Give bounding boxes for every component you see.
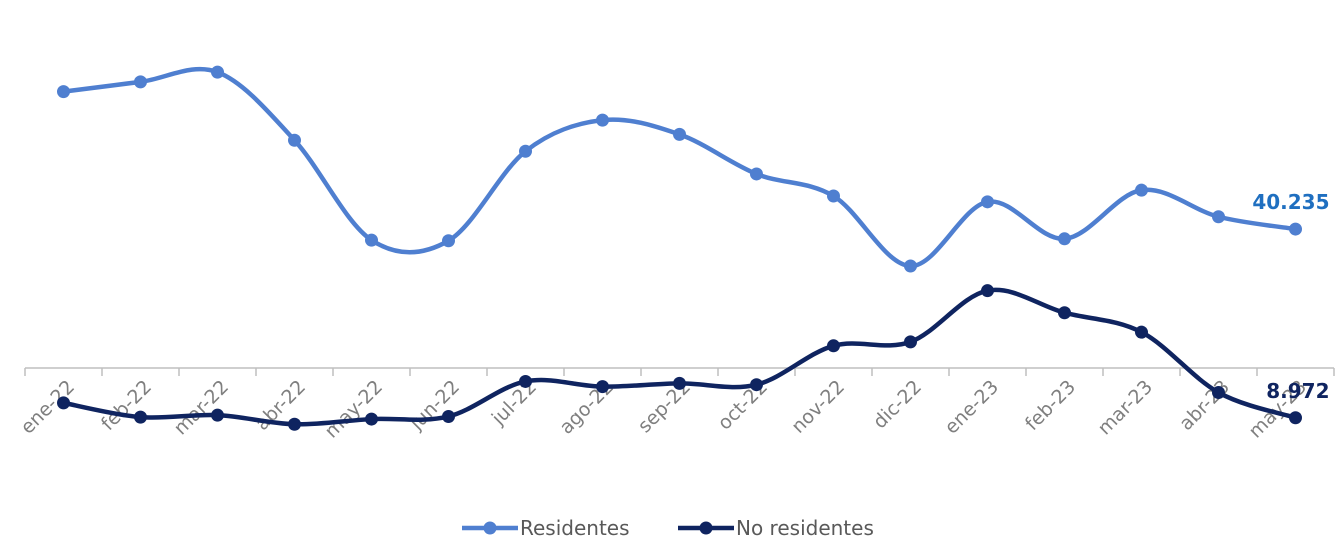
x-tick-label: ene-22	[16, 376, 79, 439]
x-tick-label: may-22	[320, 376, 387, 443]
data-point-no-residentes	[673, 376, 686, 390]
data-point-residentes	[981, 195, 994, 209]
legend-swatch-marker	[483, 521, 497, 535]
legend-item-no-residentes: No residentes	[678, 516, 874, 540]
data-point-no-residentes	[1058, 306, 1071, 320]
data-point-no-residentes	[1135, 325, 1148, 339]
x-tick-label: dic-22	[869, 376, 926, 433]
x-tick-label: ene-23	[940, 376, 1003, 439]
series-line-no-residentes	[61, 287, 1298, 427]
data-point-no-residentes	[57, 396, 70, 410]
data-point-no-residentes	[981, 284, 994, 298]
data-point-no-residentes	[134, 410, 147, 424]
data-point-residentes	[442, 234, 455, 248]
legend-label: Residentes	[520, 516, 630, 540]
data-point-residentes	[1135, 183, 1148, 197]
end-value-label-residentes: 40.235	[1252, 190, 1329, 214]
data-point-residentes	[288, 133, 301, 147]
data-point-residentes	[519, 144, 532, 158]
x-tick-label: feb-23	[1021, 376, 1080, 435]
data-point-residentes	[596, 113, 609, 127]
x-tick-label: nov-22	[787, 376, 849, 438]
data-point-no-residentes	[211, 408, 224, 422]
legend-swatch-marker	[699, 521, 713, 535]
data-point-residentes	[365, 233, 378, 247]
x-tick-label: feb-22	[97, 376, 156, 435]
data-point-residentes	[904, 259, 917, 273]
data-point-no-residentes	[288, 417, 301, 431]
data-point-residentes	[57, 85, 70, 99]
x-tick-label: mar-23	[1094, 376, 1157, 439]
data-point-no-residentes	[750, 378, 763, 392]
data-point-no-residentes	[1212, 385, 1225, 399]
data-point-no-residentes	[1289, 411, 1302, 425]
data-point-residentes	[1212, 210, 1225, 224]
data-point-no-residentes	[827, 339, 840, 353]
data-point-no-residentes	[365, 412, 378, 426]
series-line-residentes	[61, 66, 1298, 269]
data-point-no-residentes	[904, 335, 917, 349]
data-point-residentes	[134, 75, 147, 89]
data-point-no-residentes	[442, 409, 455, 423]
data-point-residentes	[750, 167, 763, 181]
data-point-residentes	[673, 127, 686, 141]
legend-item-residentes: Residentes	[462, 516, 630, 540]
data-point-no-residentes	[596, 380, 609, 394]
data-point-residentes	[1058, 232, 1071, 246]
data-point-residentes	[827, 189, 840, 203]
data-point-residentes	[1289, 222, 1302, 236]
data-point-residentes	[211, 65, 224, 79]
data-point-no-residentes	[519, 374, 532, 388]
end-value-label-no-residentes: 8.972	[1266, 379, 1329, 403]
legend-label: No residentes	[736, 516, 874, 540]
x-tick-label: mar-22	[170, 376, 233, 439]
x-tick-label: jun-22	[405, 376, 464, 435]
